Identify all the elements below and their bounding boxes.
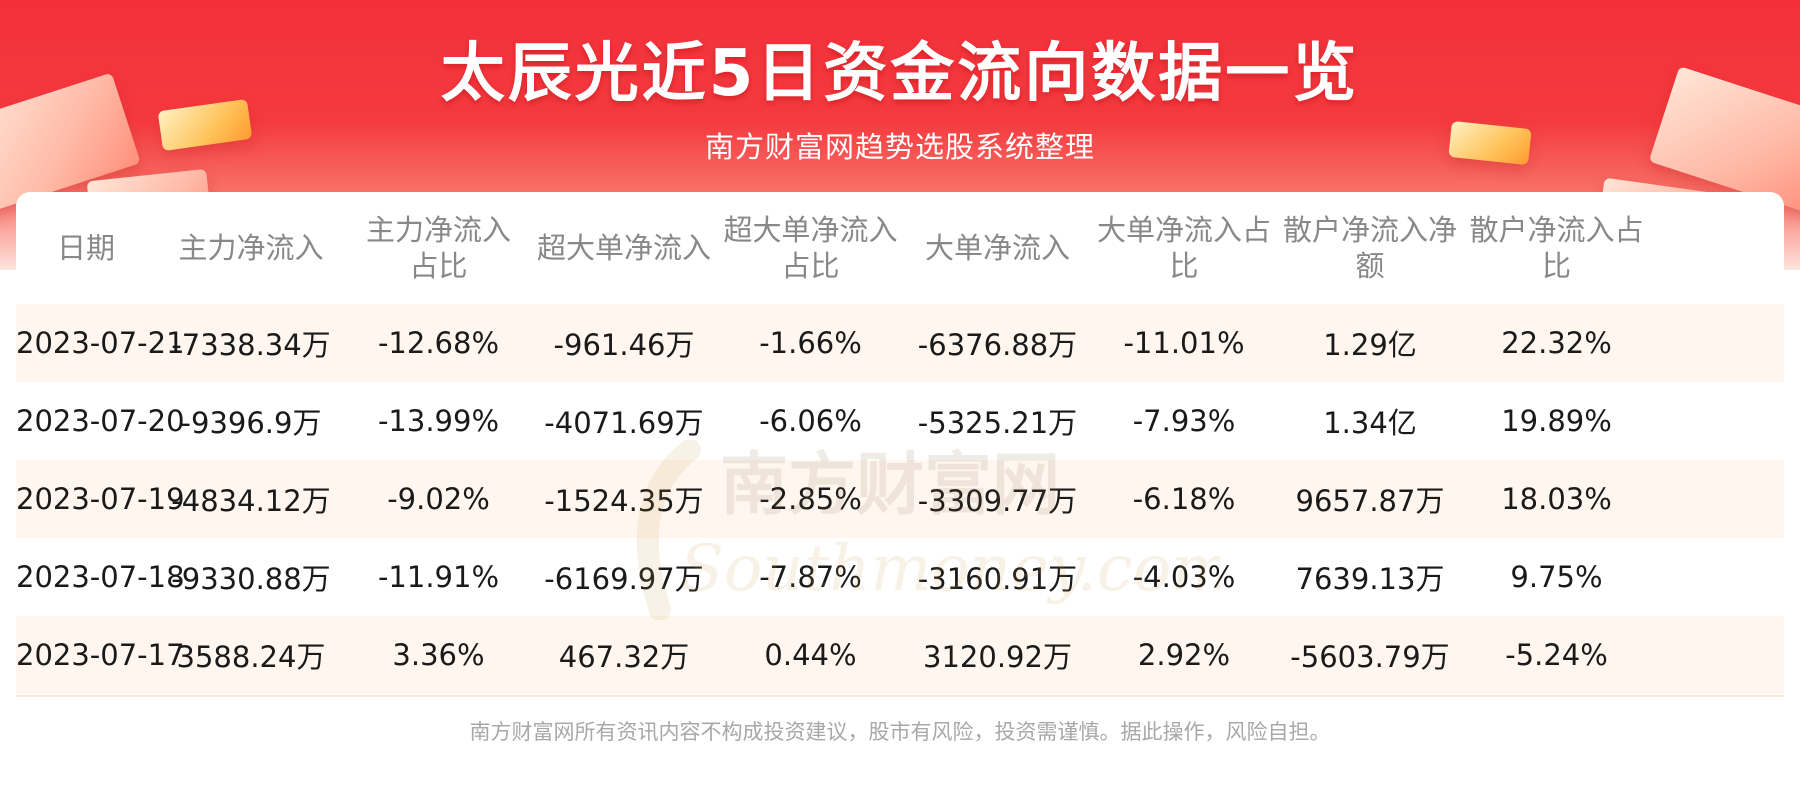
table-cell: -7338.34万 <box>156 304 346 382</box>
column-header: 日期 <box>56 231 115 265</box>
table-cell: -961.46万 <box>531 304 717 382</box>
table-row: 2023-07-18 -9330.88万 -11.91% -6169.97万 -… <box>16 538 1784 616</box>
fund-flow-table: 日期 主力净流入 主力净流入占比 超大单净流入 超大单净流入占比 大单净流入 大… <box>16 192 1784 694</box>
table-cell: -1524.35万 <box>531 460 717 538</box>
table-cell: -13.99% <box>346 382 531 460</box>
table-cell: -4.03% <box>1091 538 1277 616</box>
table-cell: -11.91% <box>346 538 531 616</box>
page-subtitle: 南方财富网趋势选股系统整理 <box>704 130 1095 164</box>
table-cell: -6.06% <box>717 382 904 460</box>
table-cell-spacer <box>1650 304 1784 382</box>
table-cell: 467.32万 <box>531 616 717 694</box>
table-cell: 3588.24万 <box>156 616 346 694</box>
table-cell: 2023-07-17 <box>16 616 185 694</box>
table-header-row: 日期 主力净流入 主力净流入占比 超大单净流入 超大单净流入占比 大单净流入 大… <box>16 192 1784 304</box>
table-cell: -11.01% <box>1091 304 1277 382</box>
table-cell-spacer <box>1650 460 1784 538</box>
column-spacer <box>1650 192 1784 304</box>
table-cell: -5325.21万 <box>904 382 1091 460</box>
table-cell: -5.24% <box>1463 616 1650 694</box>
table-cell: -2.85% <box>717 460 904 538</box>
table-cell: -7.93% <box>1091 382 1277 460</box>
table-cell: -7.87% <box>717 538 904 616</box>
table-cell: -6169.97万 <box>531 538 717 616</box>
table-cell: -9.02% <box>346 460 531 538</box>
table-cell: 1.34亿 <box>1277 382 1463 460</box>
table-cell: -1.66% <box>717 304 904 382</box>
table-cell: -6.18% <box>1091 460 1277 538</box>
page-title: 太辰光近5日资金流向数据一览 <box>440 37 1360 111</box>
table-cell: 7639.13万 <box>1277 538 1463 616</box>
table-cell: 2023-07-18 <box>16 538 185 616</box>
table-cell: -9330.88万 <box>156 538 346 616</box>
table-cell: 2.92% <box>1091 616 1277 694</box>
table-cell: 19.89% <box>1463 382 1650 460</box>
table-cell-spacer <box>1650 616 1784 694</box>
footer-divider <box>16 695 1784 697</box>
column-header: 大单净流入 <box>924 231 1070 265</box>
table-row: 2023-07-21 -7338.34万 -12.68% -961.46万 -1… <box>16 304 1784 382</box>
table-cell: -3160.91万 <box>904 538 1091 616</box>
table-cell: -9396.9万 <box>156 382 346 460</box>
table-cell-spacer <box>1650 538 1784 616</box>
table-cell-spacer <box>1650 382 1784 460</box>
table-cell: 2023-07-21 <box>16 304 185 382</box>
table-cell: -4071.69万 <box>531 382 717 460</box>
column-header: 主力净流入 <box>178 231 324 265</box>
table-cell: 3.36% <box>346 616 531 694</box>
table-cell: 2023-07-19 <box>16 460 185 538</box>
table-cell: 2023-07-20 <box>16 382 185 460</box>
table-cell: 1.29亿 <box>1277 304 1463 382</box>
table-cell: 9657.87万 <box>1277 460 1463 538</box>
table-cell: -12.68% <box>346 304 531 382</box>
column-header: 散户净流入占比 <box>1469 213 1644 283</box>
data-card: 日期 主力净流入 主力净流入占比 超大单净流入 超大单净流入占比 大单净流入 大… <box>16 192 1784 696</box>
column-header: 散户净流入净额 <box>1283 213 1458 283</box>
column-header: 超大单净流入 <box>537 231 712 265</box>
column-header: 超大单净流入占比 <box>723 213 898 283</box>
table-row: 2023-07-20 -9396.9万 -13.99% -4071.69万 -6… <box>16 382 1784 460</box>
disclaimer-text: 南方财富网所有资讯内容不构成投资建议，股市有风险，投资需谨慎。据此操作，风险自担… <box>469 720 1331 744</box>
table-cell: 22.32% <box>1463 304 1650 382</box>
column-header: 主力净流入占比 <box>365 213 511 283</box>
table-cell: -3309.77万 <box>904 460 1091 538</box>
table-row: 2023-07-19 -4834.12万 -9.02% -1524.35万 -2… <box>16 460 1784 538</box>
table-cell: 0.44% <box>717 616 904 694</box>
table-cell: -5603.79万 <box>1277 616 1463 694</box>
table-cell: 9.75% <box>1463 538 1650 616</box>
table-cell: 18.03% <box>1463 460 1650 538</box>
column-header: 大单净流入占比 <box>1097 213 1272 283</box>
table-cell: 3120.92万 <box>904 616 1091 694</box>
table-cell: -6376.88万 <box>904 304 1091 382</box>
table-cell: -4834.12万 <box>156 460 346 538</box>
table-row: 2023-07-17 3588.24万 3.36% 467.32万 0.44% … <box>16 616 1784 694</box>
